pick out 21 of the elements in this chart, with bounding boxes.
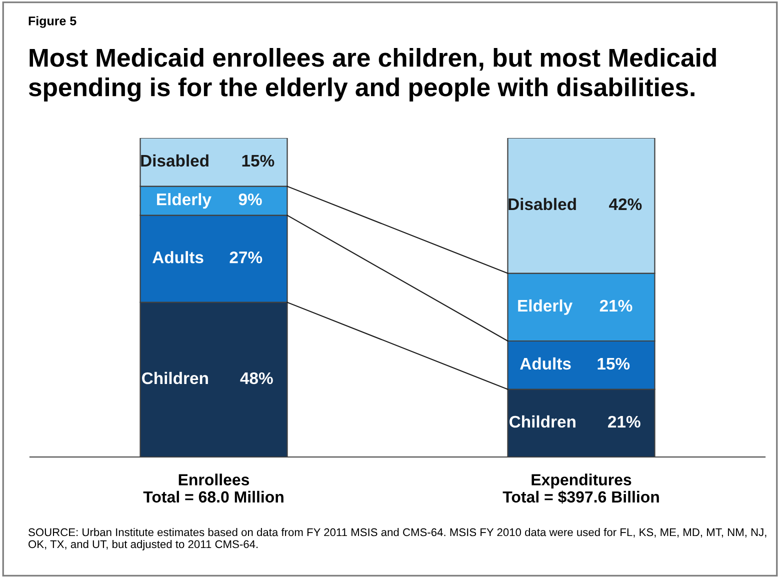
data-label: 27% [230, 252, 262, 264]
x-tick-label: Enrollees Total = 68.0 Million [143, 474, 284, 503]
series-label: Elderly [157, 193, 212, 209]
chart-title: Most Medicaid enrollees are children, but most Medicaid spending is for the elderly and people with disabilities. [28, 48, 716, 102]
text: Disabled [508, 198, 576, 210]
series-label: Adults [520, 357, 571, 370]
data-label: 9% [238, 194, 262, 206]
data-label: 15% [598, 358, 630, 370]
series-label: Disabled [141, 154, 208, 167]
data-label: 21% [608, 416, 640, 428]
data-label: 42% [609, 198, 642, 210]
text: Elderly [518, 299, 573, 315]
source-note: SOURCE: Urban Institute estimates based on data from FY 2011 MSIS and CMS-64. MSIS FY 2010 data were used for FL, KS, ME, MD, MT, NM, NJ, OK, TX, and UT, but adjusted to 2011 CMS-64. [28, 528, 766, 550]
text: Children [510, 415, 576, 428]
data-label: 48% [240, 372, 273, 384]
x-tick-label: Expenditures Total = $397.6 Billion [502, 474, 659, 504]
caption: Figure 5 [28, 16, 76, 28]
text: Adults [152, 251, 204, 264]
data-label: 15% [242, 154, 274, 167]
series-label: Children [142, 372, 208, 384]
data-label: 21% [600, 300, 632, 312]
